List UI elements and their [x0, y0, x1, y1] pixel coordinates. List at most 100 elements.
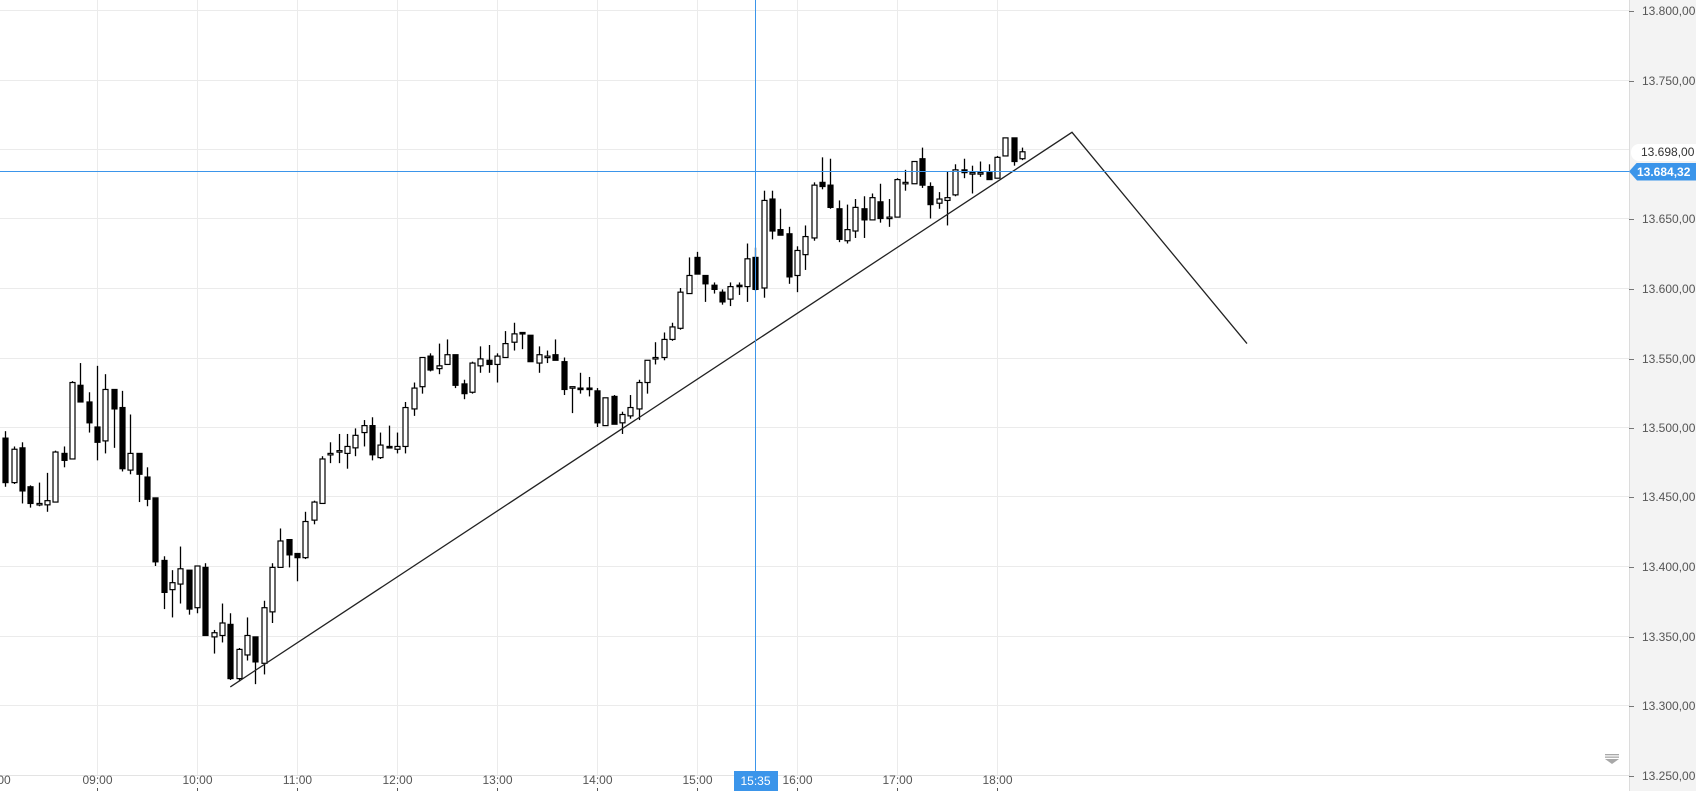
crosshair-price-tag: 13.684,32 — [1629, 162, 1696, 181]
scroll-down-icon[interactable] — [1605, 754, 1619, 764]
candle — [502, 331, 509, 359]
candle — [602, 397, 609, 427]
candle — [419, 356, 426, 394]
candle — [844, 204, 851, 244]
candle — [77, 363, 84, 403]
candle — [302, 511, 309, 560]
candle — [252, 636, 259, 685]
price-tick-label: 13.750,00 — [1642, 73, 1696, 88]
candle — [827, 158, 834, 209]
time-tick-mark — [397, 788, 398, 791]
candle — [27, 485, 34, 508]
candle — [819, 157, 826, 190]
candle — [152, 497, 159, 566]
candle — [61, 446, 68, 468]
trend-line[interactable] — [229, 131, 1248, 688]
candle — [294, 552, 301, 582]
candle — [669, 322, 676, 341]
candle — [269, 563, 276, 623]
grid-lines — [0, 0, 1629, 776]
candle — [136, 452, 143, 503]
candle — [386, 425, 393, 449]
price-axis[interactable] — [1629, 0, 1696, 791]
candle — [952, 164, 959, 197]
candle — [569, 386, 576, 414]
candle — [186, 569, 193, 615]
candle — [227, 613, 234, 680]
candle — [52, 450, 59, 503]
candle — [519, 331, 526, 350]
time-tick-label: 10:00 — [182, 773, 213, 787]
price-tick-mark — [1629, 775, 1634, 777]
candle — [452, 354, 459, 389]
candle — [544, 350, 551, 364]
candle — [686, 257, 693, 295]
candle — [69, 381, 76, 460]
candle — [661, 332, 668, 361]
candle — [177, 546, 184, 604]
candle — [969, 165, 976, 194]
candle — [1019, 147, 1026, 161]
time-tick-label: 13:00 — [482, 773, 513, 787]
candle — [202, 563, 209, 637]
price-tick-mark — [1629, 566, 1634, 568]
candle — [927, 182, 934, 219]
crosshair — [0, 0, 1629, 775]
candle — [702, 274, 709, 302]
candle — [711, 282, 718, 294]
crosshair-time-tag: 15:35 — [733, 771, 778, 791]
price-tick-mark — [1629, 427, 1634, 429]
candle — [911, 160, 918, 185]
price-tick-label: 13.300,00 — [1642, 698, 1696, 713]
trend-line-drawing[interactable] — [229, 131, 1248, 688]
candle — [902, 169, 909, 191]
candle — [411, 382, 418, 416]
candle — [977, 161, 984, 177]
price-tick-label: 13.250,00 — [1642, 768, 1696, 783]
candle — [836, 200, 843, 243]
candle — [344, 433, 351, 469]
candle — [719, 289, 726, 305]
candle — [2, 431, 9, 487]
time-tick-mark — [597, 788, 598, 791]
candle — [677, 288, 684, 330]
candle — [994, 155, 1001, 179]
candle — [444, 339, 451, 366]
price-tick-mark — [1629, 496, 1634, 498]
candle — [652, 342, 659, 365]
price-tick-label: 13.650,00 — [1642, 211, 1696, 226]
candle — [894, 178, 901, 218]
candles — [2, 137, 1026, 685]
candle — [361, 420, 368, 447]
price-tick-mark — [1629, 636, 1634, 638]
candle — [761, 190, 768, 298]
candle — [427, 353, 434, 372]
candle — [727, 282, 734, 307]
candle — [144, 467, 151, 507]
candle — [327, 442, 334, 464]
candle — [211, 629, 218, 654]
time-tick-mark — [797, 788, 798, 791]
candle — [627, 395, 634, 419]
candle — [611, 395, 618, 425]
candle — [436, 343, 443, 375]
candle — [236, 648, 243, 682]
time-tick-label: 17:00 — [882, 773, 913, 787]
candle — [944, 171, 951, 226]
candle — [311, 500, 318, 525]
time-tick-mark — [297, 788, 298, 791]
price-tick-mark — [1629, 705, 1634, 707]
candle — [102, 374, 109, 454]
candle — [802, 225, 809, 270]
time-tick-mark — [697, 788, 698, 791]
time-tick-label: 14:00 — [582, 773, 613, 787]
candle — [561, 357, 568, 396]
candle — [794, 246, 801, 293]
time-tick-label: 16:00 — [782, 773, 813, 787]
price-tick-label: 13.600,00 — [1642, 281, 1696, 296]
candle — [919, 147, 926, 188]
candle — [127, 414, 134, 475]
candle — [486, 344, 493, 373]
